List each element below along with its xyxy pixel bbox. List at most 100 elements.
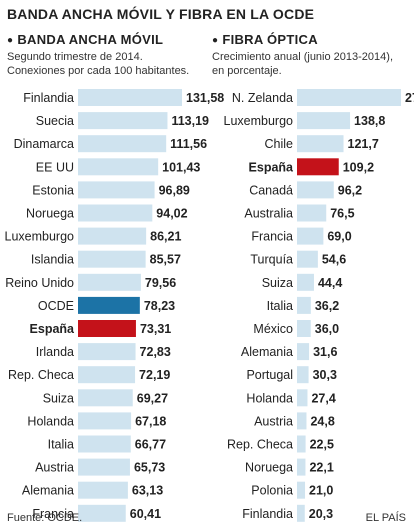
mobile-category-label: EE UU — [36, 160, 74, 174]
fiber-value-label: 96,2 — [338, 183, 362, 197]
fiber-value-label: 31,6 — [313, 345, 337, 359]
fiber-bar — [297, 320, 311, 337]
mobile-broadband-subtitle: Segundo trimestre de 2014. Conexiones po… — [7, 50, 189, 78]
fiber-value-label: 36,0 — [315, 322, 339, 336]
mobile-bar — [78, 296, 140, 314]
mobile-bar — [78, 158, 159, 176]
fiber-value-label: 27,4 — [311, 391, 335, 405]
mobile-broadband-subtitle-line2: Conexiones por cada 100 habitantes. — [7, 65, 190, 77]
mobile-value-label: 111,56 — [170, 137, 207, 151]
mobile-bar — [78, 204, 153, 222]
fiber-bar — [297, 273, 314, 291]
fiber-bar — [297, 135, 344, 153]
bullet-icon: ● — [7, 35, 14, 46]
mobile-value-label: 65,73 — [134, 461, 165, 475]
fiber-bar — [297, 343, 310, 361]
mobile-value-label: 85,57 — [150, 253, 181, 267]
mobile-category-label: Francia — [32, 507, 74, 521]
mobile-bar — [78, 366, 136, 384]
fiber-value-label: 272,1 — [405, 91, 414, 105]
fiber-bar — [297, 181, 334, 199]
fiber-category-label: España — [249, 160, 295, 174]
mobile-bar — [78, 135, 167, 153]
mobile-value-label: 66,77 — [135, 438, 166, 452]
mobile-value-label: 94,02 — [156, 207, 187, 221]
fiber-category-label: Portugal — [246, 368, 293, 382]
mobile-category-label: Islandia — [31, 253, 74, 267]
bullet-icon: ● — [212, 35, 219, 46]
mobile-bar — [78, 343, 136, 361]
fiber-bar — [297, 296, 311, 314]
fiber-value-label: 21,0 — [309, 484, 333, 498]
mobile-category-label: Holanda — [27, 414, 74, 428]
mobile-bars: Finlandia 131,58 Suecia 113,19 Dinamarca 111,… — [5, 89, 224, 522]
fiber-category-label: Turquía — [250, 253, 293, 267]
mobile-bar — [78, 504, 126, 522]
fiber-bar — [297, 227, 324, 245]
mobile-category-label: Alemania — [22, 484, 74, 498]
fiber-value-label: 54,6 — [322, 253, 346, 267]
mobile-value-label: 79,56 — [145, 276, 176, 290]
mobile-bar — [78, 458, 130, 476]
mobile-category-label: Suecia — [36, 114, 74, 128]
fiber-value-label: 76,5 — [330, 207, 354, 221]
fiber-category-label: Holanda — [246, 391, 293, 405]
mobile-bar — [78, 389, 133, 407]
mobile-value-label: 72,19 — [139, 368, 170, 382]
mobile-category-label: Finlandia — [23, 91, 74, 105]
fiber-category-label: Canadá — [249, 183, 293, 197]
fiber-subtitle-line1: Crecimiento anual (junio 2013-2014), — [212, 51, 393, 63]
fiber-bar — [297, 504, 305, 522]
mobile-category-label: Reino Unido — [5, 276, 74, 290]
mobile-category-label: Italia — [48, 438, 74, 452]
mobile-bar — [78, 320, 136, 337]
fiber-category-label: Luxemburgo — [224, 114, 294, 128]
mobile-value-label: 67,18 — [135, 414, 166, 428]
mobile-value-label: 101,43 — [162, 160, 200, 174]
mobile-bar — [78, 481, 128, 499]
mobile-bar — [78, 89, 182, 106]
fiber-category-label: Italia — [267, 299, 293, 313]
fiber-category-label: México — [253, 322, 293, 336]
mobile-category-label: Austria — [35, 461, 74, 475]
fiber-value-label: 109,2 — [343, 160, 374, 174]
fiber-category-label: Alemania — [241, 345, 293, 359]
fiber-value-label: 44,4 — [318, 276, 342, 290]
mobile-broadband-title: ● BANDA ANCHA MÓVIL — [7, 32, 189, 47]
fiber-bar — [297, 158, 339, 176]
mobile-bar — [78, 412, 132, 430]
mobile-category-label: España — [30, 322, 76, 336]
mobile-value-label: 60,41 — [130, 507, 161, 521]
mobile-value-label: 69,27 — [137, 391, 168, 405]
fiber-category-label: Rep. Checa — [227, 438, 293, 452]
brand-label: EL PAÍS — [365, 512, 406, 524]
mobile-value-label: 96,89 — [159, 183, 190, 197]
fiber-category-label: Noruega — [245, 461, 293, 475]
mobile-value-label: 78,23 — [144, 299, 175, 313]
fiber-subtitle-line2: en porcentaje. — [212, 65, 282, 77]
mobile-bar — [78, 181, 155, 199]
mobile-value-label: 73,31 — [140, 322, 171, 336]
mobile-category-label: Dinamarca — [14, 137, 74, 151]
fiber-category-label: Australia — [244, 207, 293, 221]
fiber-value-label: 22,1 — [309, 461, 333, 475]
mobile-value-label: 63,13 — [132, 484, 163, 498]
mobile-category-label: Suiza — [43, 391, 74, 405]
fiber-category-label: Austria — [254, 414, 293, 428]
fiber-value-label: 24,8 — [310, 414, 334, 428]
fiber-category-label: Suiza — [262, 276, 293, 290]
mobile-category-label: OCDE — [38, 299, 74, 313]
mobile-bar — [78, 273, 141, 291]
fiber-bar — [297, 112, 351, 130]
fiber-bar — [297, 366, 309, 384]
fiber-bar — [297, 250, 318, 268]
mobile-value-label: 113,19 — [171, 114, 209, 128]
mobile-category-label: Rep. Checa — [8, 368, 74, 382]
mobile-category-label: Noruega — [26, 207, 74, 221]
mobile-category-label: Estonia — [32, 183, 74, 197]
fiber-value-label: 69,0 — [327, 230, 351, 244]
fiber-value-label: 20,3 — [309, 507, 333, 521]
fiber-category-label: Polonia — [251, 484, 293, 498]
fiber-title-text: FIBRA ÓPTICA — [222, 32, 318, 47]
